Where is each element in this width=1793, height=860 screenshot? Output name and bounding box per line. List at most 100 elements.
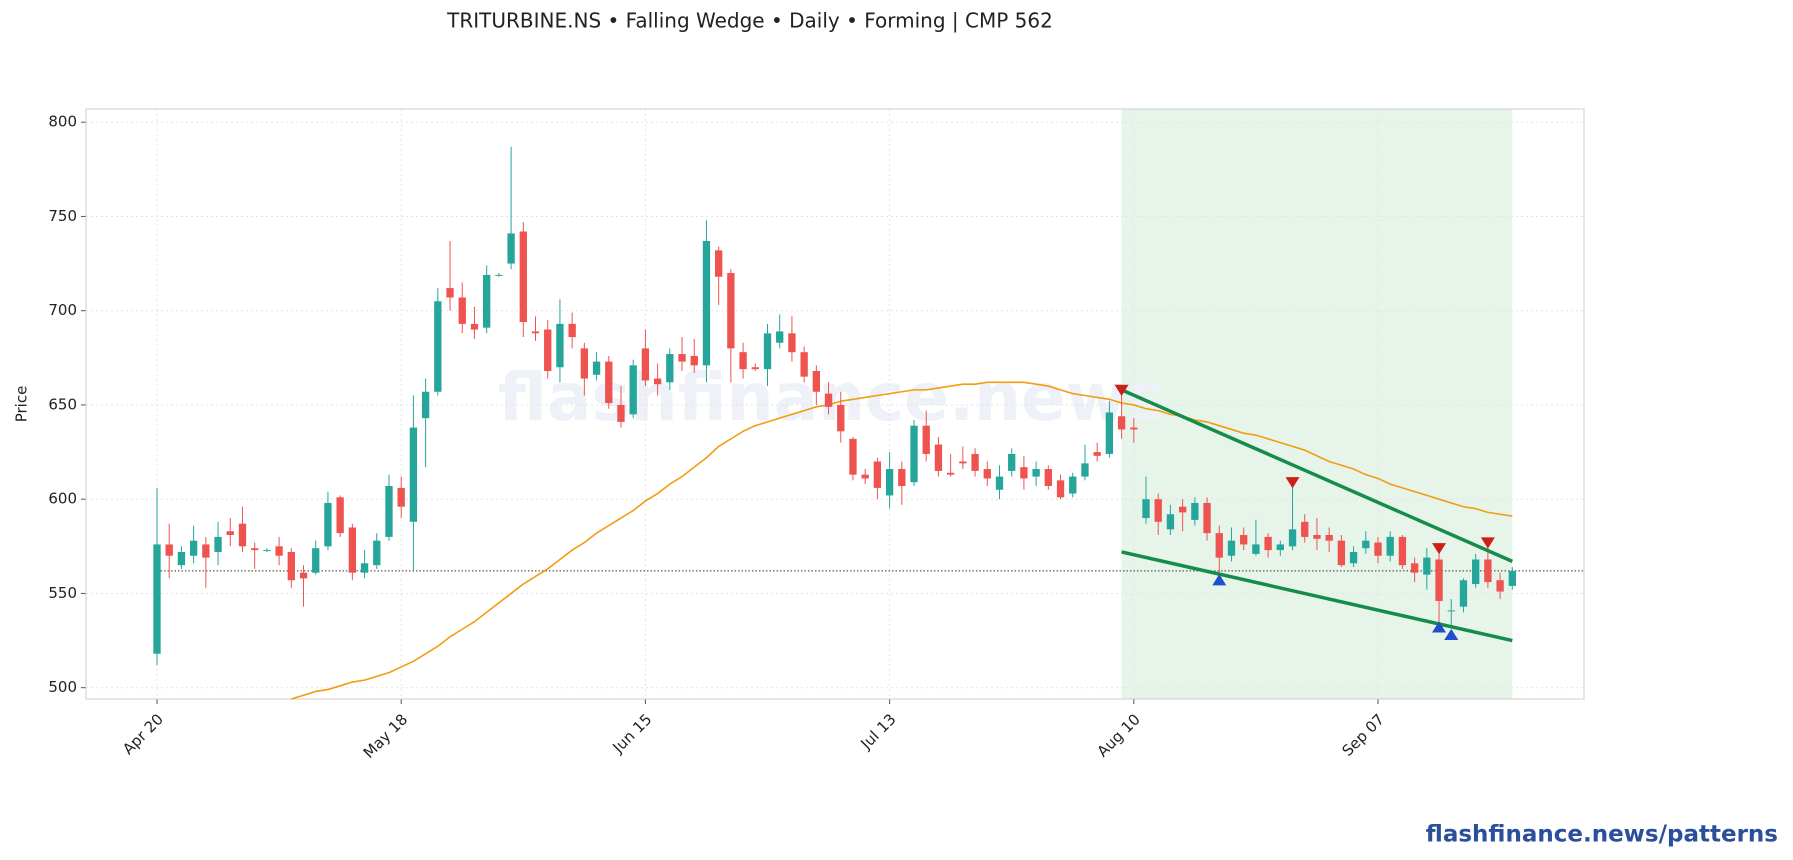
candle-body bbox=[470, 323, 479, 330]
candle-body bbox=[1105, 412, 1114, 454]
candle bbox=[1093, 442, 1101, 462]
pattern-zone bbox=[1121, 109, 1513, 699]
candle-body bbox=[1288, 529, 1297, 547]
candle bbox=[873, 457, 882, 500]
candle bbox=[837, 391, 845, 443]
candle bbox=[1154, 493, 1162, 536]
candle-body bbox=[214, 536, 222, 552]
candle bbox=[1020, 455, 1028, 490]
candle bbox=[348, 523, 357, 581]
candle bbox=[1423, 548, 1431, 590]
candle bbox=[1301, 514, 1309, 543]
candle bbox=[1008, 448, 1016, 477]
candle bbox=[776, 314, 784, 349]
candle-body bbox=[434, 301, 442, 392]
candle bbox=[1130, 418, 1138, 443]
candle bbox=[788, 316, 796, 362]
candle-body bbox=[1032, 469, 1040, 477]
candle bbox=[1288, 485, 1297, 551]
y-tick-label: 650 bbox=[48, 395, 77, 413]
y-tick-label: 750 bbox=[48, 207, 77, 225]
candle-body bbox=[385, 485, 393, 537]
candle bbox=[1069, 472, 1077, 498]
candle bbox=[983, 461, 991, 486]
x-tick-label: Apr 20 bbox=[119, 710, 167, 758]
candle bbox=[214, 521, 222, 566]
candle-body bbox=[995, 476, 1004, 490]
y-tick-label: 500 bbox=[48, 678, 77, 696]
candle-body bbox=[959, 461, 967, 464]
candle-body bbox=[910, 425, 918, 483]
candle-body bbox=[336, 497, 344, 534]
candle-body bbox=[1301, 521, 1309, 537]
candle bbox=[238, 506, 247, 552]
y-tick-label: 700 bbox=[48, 301, 77, 319]
candle bbox=[556, 299, 564, 383]
candle bbox=[1508, 567, 1516, 590]
plot-frame bbox=[85, 108, 1585, 700]
wedge-line bbox=[1121, 550, 1513, 643]
pivot-high bbox=[1114, 384, 1129, 396]
candle-body bbox=[1508, 570, 1516, 586]
candle bbox=[421, 378, 430, 468]
candle bbox=[165, 523, 173, 579]
candle bbox=[653, 363, 662, 396]
candle bbox=[153, 487, 161, 666]
x-tick-label: Jun 15 bbox=[609, 710, 656, 757]
candle bbox=[226, 518, 234, 547]
candle-body bbox=[934, 444, 943, 471]
candle-body bbox=[727, 272, 735, 349]
candle bbox=[446, 240, 454, 311]
candle bbox=[1435, 550, 1443, 622]
candle-body bbox=[1142, 499, 1150, 519]
candle-body bbox=[1203, 502, 1211, 534]
candle bbox=[1276, 540, 1284, 556]
x-tick-label: Aug 10 bbox=[1093, 710, 1143, 760]
candle-body bbox=[653, 378, 662, 385]
candle-body bbox=[812, 371, 821, 392]
candle bbox=[959, 446, 967, 470]
candle bbox=[1252, 519, 1260, 556]
candle-body bbox=[1325, 535, 1333, 541]
candle-body bbox=[275, 546, 283, 556]
candle bbox=[1191, 497, 1199, 526]
chart-title: TRITURBINE.NS • Falling Wedge • Daily • … bbox=[446, 9, 1053, 33]
candle-body bbox=[592, 361, 601, 375]
candle-body bbox=[1374, 542, 1382, 556]
candle-body bbox=[1240, 535, 1248, 545]
candle bbox=[409, 395, 418, 571]
candle bbox=[287, 548, 295, 588]
candle bbox=[824, 382, 833, 415]
candle-body bbox=[946, 472, 955, 475]
candle-body bbox=[1056, 480, 1065, 498]
candle-body bbox=[397, 487, 405, 507]
candle-body bbox=[1264, 536, 1272, 551]
candle-body bbox=[1020, 467, 1028, 479]
candle bbox=[1410, 557, 1419, 583]
candle-body bbox=[1093, 452, 1101, 456]
candle bbox=[568, 312, 576, 349]
candle-body bbox=[495, 274, 503, 276]
candle bbox=[1398, 535, 1407, 569]
candle-body bbox=[1081, 463, 1089, 477]
candle-body bbox=[580, 348, 589, 379]
candle bbox=[666, 348, 674, 390]
candle bbox=[1178, 499, 1187, 532]
candle-body bbox=[531, 331, 540, 334]
candle bbox=[1374, 536, 1382, 564]
candle-body bbox=[348, 527, 357, 573]
candle bbox=[507, 146, 515, 270]
candle-body bbox=[1472, 559, 1480, 585]
pivot-low bbox=[1432, 621, 1447, 633]
candle bbox=[1081, 444, 1089, 481]
candle-body bbox=[1215, 533, 1223, 558]
candle-body bbox=[666, 354, 674, 383]
pivot-low bbox=[1444, 628, 1459, 641]
candle bbox=[495, 272, 503, 277]
candle-body bbox=[849, 438, 857, 475]
candle-body bbox=[360, 563, 369, 573]
candle-body bbox=[544, 329, 552, 372]
candle-body bbox=[898, 469, 906, 486]
candle-body bbox=[251, 548, 259, 551]
